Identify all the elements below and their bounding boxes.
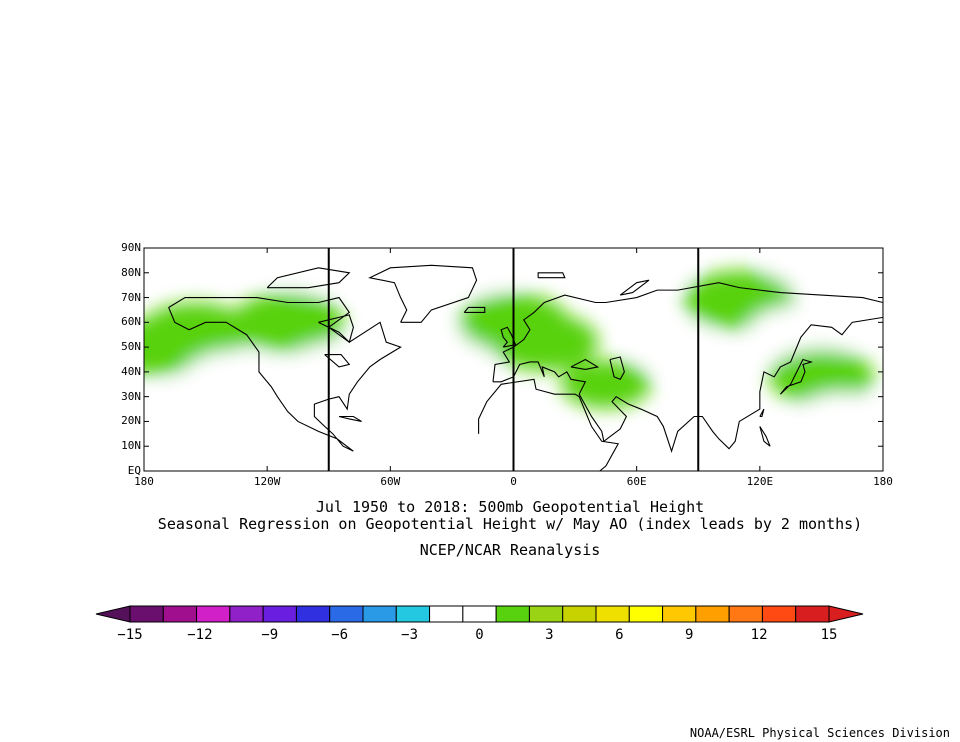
coastline-12 xyxy=(759,426,771,447)
anomaly-contour-1-1 xyxy=(418,248,527,295)
colorbar-bin xyxy=(395,605,431,623)
coastline-9 xyxy=(266,267,351,289)
coastline-1 xyxy=(368,264,478,323)
coastline-8 xyxy=(619,279,650,296)
anomaly-contour-15-1 xyxy=(768,348,874,405)
coastline-3 xyxy=(478,378,620,471)
colorbar-tick-label: 0 xyxy=(475,627,484,643)
colorbar-bin xyxy=(628,605,664,623)
anomaly-contour-2-1 xyxy=(584,248,690,296)
lon-tick-label: 180 xyxy=(134,475,154,488)
anomaly-contour-17-1 xyxy=(796,392,883,441)
lat-tick-label: 90N xyxy=(121,241,141,254)
colorbar-tick-label: −3 xyxy=(401,627,419,643)
colorbar-bin xyxy=(795,605,830,623)
lat-tick-label: 50N xyxy=(121,340,141,354)
lon-tick-label: 0 xyxy=(510,475,517,488)
lat-tick-label: EQ xyxy=(127,464,141,477)
lat-tick-label: 10N xyxy=(121,439,141,453)
colorbar-tick-label: −6 xyxy=(331,627,349,643)
title-line-1: Jul 1950 to 2018: 500mb Geopotential Hei… xyxy=(315,498,705,516)
colorbar-tick-label: 6 xyxy=(615,627,624,643)
coastline-2 xyxy=(492,282,883,453)
lon-tick-label: 60E xyxy=(626,475,647,488)
lat-tick-label: 70N xyxy=(121,290,141,304)
colorbar-tick-label: 15 xyxy=(820,627,838,643)
coastline-10 xyxy=(338,415,362,422)
anomaly-contour-6-1 xyxy=(144,319,207,376)
lat-tick-label: 80N xyxy=(121,265,141,279)
colorbar-bin xyxy=(162,605,198,623)
coastline-16 xyxy=(324,353,351,368)
colorbar-bin xyxy=(462,605,497,623)
coastline-5 xyxy=(500,326,517,348)
lat-tick-label: 20N xyxy=(121,414,141,428)
coastline-14 xyxy=(570,358,600,370)
credit-text: NOAA/ESRL Physical Sciences Division xyxy=(689,726,950,740)
lon-tick-label: 120E xyxy=(746,475,774,488)
anomaly-contour-3-1 xyxy=(766,248,877,298)
coastline-11 xyxy=(759,408,765,418)
coastline-13 xyxy=(609,356,625,381)
reference-meridians xyxy=(327,248,700,471)
anomaly-contour-18-1 xyxy=(632,323,723,372)
colorbar-high-arrow xyxy=(828,605,864,623)
colorbar-bin xyxy=(429,605,464,623)
anomaly-field xyxy=(144,248,883,441)
anomaly-contour-8-1 xyxy=(283,342,395,402)
colorbar-tick-label: −9 xyxy=(261,627,279,643)
colorbar-bin xyxy=(595,605,630,623)
colorbar-bin xyxy=(196,605,231,623)
anomaly-contour-16-1 xyxy=(150,377,241,426)
lon-tick-label: 120W xyxy=(253,475,281,488)
coastlines xyxy=(168,264,883,471)
colorbar-bin xyxy=(495,605,530,623)
lat-tick-label: 40N xyxy=(121,364,141,378)
colorbar-bin xyxy=(262,605,297,623)
colorbar-bin xyxy=(761,605,797,623)
colorbar-bin xyxy=(728,605,763,623)
colorbar-bin xyxy=(362,605,397,623)
colorbar-bin xyxy=(562,605,597,623)
lon-tick-label: 180 xyxy=(873,475,893,488)
axis-ticks xyxy=(143,247,884,472)
coastline-7 xyxy=(537,272,566,279)
colorbar-tick-label: −12 xyxy=(187,627,213,643)
anomaly-contour-0-1 xyxy=(262,248,375,293)
title-line-2: Seasonal Regression on Geopotential Heig… xyxy=(157,515,863,533)
colorbar-bin xyxy=(129,605,164,623)
colorbar-bin xyxy=(229,605,264,623)
colorbar-bin xyxy=(295,605,331,623)
title-line-3: NCEP/NCAR Reanalysis xyxy=(419,541,601,559)
lon-tick-label: 60W xyxy=(380,475,401,488)
colorbar-tick-label: 12 xyxy=(750,627,768,643)
colorbar-bin xyxy=(329,605,364,623)
colorbar-tick-label: 9 xyxy=(684,627,694,643)
coastline-4 xyxy=(779,358,814,395)
coastline-15 xyxy=(318,314,354,344)
colorbar-tick-label: −15 xyxy=(117,627,143,643)
anomaly-contour-12-1 xyxy=(560,360,651,409)
lat-tick-label: 60N xyxy=(121,315,141,329)
lat-tick-label: 30N xyxy=(121,389,141,403)
coastline-0 xyxy=(168,296,402,452)
anomaly-contour-11-1 xyxy=(490,313,599,371)
anomaly-contour-4-1 xyxy=(231,292,344,353)
colorbar-bin xyxy=(528,605,564,623)
colorbar-bin xyxy=(695,605,730,623)
coastline-6 xyxy=(463,306,486,313)
colorbar-tick-label: 3 xyxy=(545,627,554,643)
colorbar-bin xyxy=(662,605,697,623)
colorbar-low-arrow xyxy=(95,605,131,623)
anomaly-contour-9-1 xyxy=(386,325,497,384)
